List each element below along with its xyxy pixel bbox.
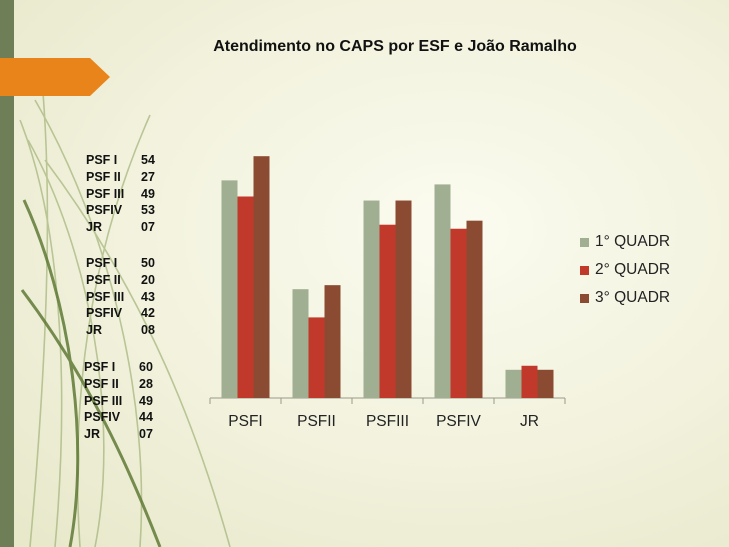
stat-row: JR 07 xyxy=(84,426,153,443)
bar-psfiii-series-2 xyxy=(379,224,396,398)
stat-label: PSF I xyxy=(84,360,116,374)
stat-value: 07 xyxy=(139,427,153,442)
stat-row: PSF III 43 xyxy=(86,289,155,306)
stat-row: PSF III 49 xyxy=(84,393,153,410)
orange-arrow-shape xyxy=(0,58,110,96)
bar-psfiv-series-2 xyxy=(450,228,467,398)
stat-row: JR 08 xyxy=(86,322,155,339)
bar-psfiv-series-3 xyxy=(466,220,483,398)
stat-value: 43 xyxy=(141,289,155,304)
x-tick-label: PSFIV xyxy=(436,413,481,430)
bar-jr-series-2 xyxy=(521,365,538,398)
x-tick-label: PSFII xyxy=(297,413,336,430)
stat-value: 60 xyxy=(139,360,153,374)
stat-value: 08 xyxy=(141,323,155,338)
bar-psfii-series-3 xyxy=(324,285,341,398)
bar-psfiii-series-3 xyxy=(395,200,412,398)
stat-value: 07 xyxy=(141,220,155,235)
stat-label: PSFIV xyxy=(84,410,121,425)
stat-row: PSF II 28 xyxy=(84,376,153,393)
stat-value: 54 xyxy=(141,153,155,167)
legend-item-1: 1° QUADR xyxy=(580,233,670,251)
bar-psfii-series-1 xyxy=(292,289,309,398)
legend-swatch xyxy=(580,293,589,303)
stat-label: PSFIV xyxy=(86,203,123,218)
stat-label: JR xyxy=(86,220,102,235)
x-tick-label: PSFIII xyxy=(366,413,409,430)
legend-swatch xyxy=(580,237,589,247)
bar-psfiv-series-1 xyxy=(434,184,451,398)
slide-title: Atendimento no CAPS por ESF e João Ramal… xyxy=(213,38,577,55)
bar-jr-series-3 xyxy=(537,369,554,398)
x-tick-label: JR xyxy=(520,413,539,430)
stat-label: PSF II xyxy=(86,272,121,287)
stat-row: PSF I 60 xyxy=(84,359,153,376)
stat-row: JR 07 xyxy=(86,219,155,236)
stat-label: JR xyxy=(84,427,100,442)
stats-group-3: PSF I 60 PSF II 28 PSF III 49 PSFIV 44 JR 07 xyxy=(84,359,153,443)
stat-row: PSF III 49 xyxy=(86,186,155,203)
stats-group-1: PSF I 54 PSF II 27 PSF III 49 PSFIV 53 JR 07 xyxy=(86,152,155,236)
stat-row: PSF I 54 xyxy=(86,152,155,169)
stat-row: PSF II 20 xyxy=(86,272,155,289)
bar-psfi-series-1 xyxy=(221,180,238,398)
stat-label: PSF II xyxy=(84,376,119,391)
stat-label: PSF III xyxy=(86,289,125,304)
stat-value: 49 xyxy=(139,393,153,408)
bar-psfi-series-3 xyxy=(253,156,270,398)
legend-label: 1° QUADR xyxy=(595,233,671,250)
legend-label: 2° QUADR xyxy=(595,261,671,278)
legend-item-2: 2° QUADR xyxy=(580,261,670,279)
stat-value: 42 xyxy=(141,306,155,321)
bar-psfi-series-2 xyxy=(237,196,254,398)
stat-label: PSF III xyxy=(84,393,123,408)
stat-label: JR xyxy=(86,323,102,338)
stat-value: 50 xyxy=(141,256,155,270)
stat-value: 28 xyxy=(139,376,153,391)
stat-value: 44 xyxy=(139,410,153,425)
bar-psfiii-series-1 xyxy=(363,200,380,398)
stat-value: 20 xyxy=(141,272,155,287)
left-accent-strip xyxy=(0,0,14,547)
bar-jr-series-1 xyxy=(505,369,522,398)
stat-label: PSF III xyxy=(86,186,125,201)
x-tick-label: PSFI xyxy=(228,413,262,430)
stat-label: PSF I xyxy=(86,153,118,167)
stat-row: PSFIV 42 xyxy=(86,305,155,322)
stat-row: PSF I 50 xyxy=(86,255,155,272)
stats-group-2: PSF I 50 PSF II 20 PSF III 43 PSFIV 42 JR 08 xyxy=(86,255,155,339)
stat-row: PSFIV 53 xyxy=(86,202,155,219)
stat-value: 49 xyxy=(141,186,155,201)
stat-label: PSF I xyxy=(86,256,118,270)
legend-swatch xyxy=(580,265,589,275)
bar-psfii-series-2 xyxy=(308,317,325,398)
stat-row: PSF II 27 xyxy=(86,169,155,186)
legend-item-3: 3° QUADR xyxy=(580,289,670,307)
legend-label: 3° QUADR xyxy=(595,289,671,306)
stat-label: PSFIV xyxy=(86,306,123,321)
stat-value: 53 xyxy=(141,203,155,218)
stat-value: 27 xyxy=(141,169,155,184)
stat-label: PSF II xyxy=(86,169,121,184)
stat-row: PSFIV 44 xyxy=(84,409,153,426)
